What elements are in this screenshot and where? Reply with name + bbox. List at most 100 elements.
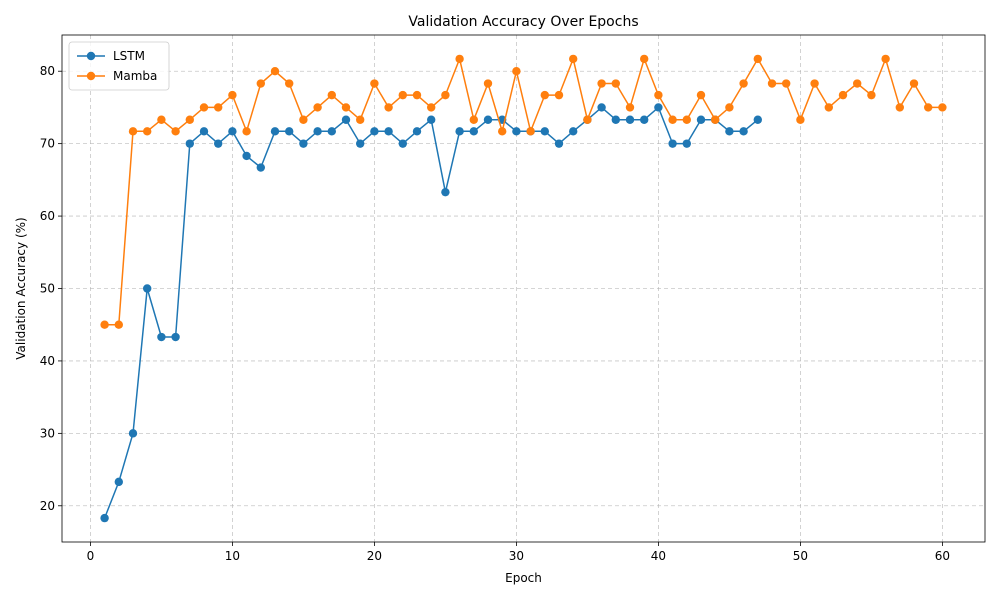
data-point-lstm xyxy=(171,332,180,342)
data-point-mamba xyxy=(526,127,535,136)
data-point-mamba xyxy=(384,103,393,112)
data-point-lstm xyxy=(625,115,635,124)
y-tick-label: 60 xyxy=(40,209,55,223)
data-point-mamba xyxy=(881,54,890,64)
data-point-mamba xyxy=(356,115,365,124)
data-point-lstm xyxy=(242,151,251,161)
data-point-lstm xyxy=(753,115,762,124)
grid xyxy=(62,35,985,542)
series-line-mamba xyxy=(104,58,943,326)
data-point-lstm xyxy=(270,127,280,136)
x-tick-label: 10 xyxy=(225,549,240,563)
data-point-mamba xyxy=(725,103,734,112)
data-point-lstm xyxy=(114,477,124,487)
data-point-lstm xyxy=(185,139,194,148)
data-point-mamba xyxy=(895,103,904,112)
data-point-mamba xyxy=(824,103,833,112)
data-point-mamba xyxy=(114,320,124,329)
y-tick-label: 70 xyxy=(40,137,55,151)
series-layer xyxy=(100,54,947,523)
data-point-lstm xyxy=(682,139,691,148)
data-point-mamba xyxy=(668,115,677,124)
data-point-lstm xyxy=(412,127,422,136)
chart-title: Validation Accuracy Over Epochs xyxy=(408,14,638,30)
data-point-mamba xyxy=(938,103,947,112)
data-point-mamba xyxy=(171,127,180,136)
data-point-lstm xyxy=(299,139,308,148)
data-point-mamba xyxy=(696,90,706,100)
legend-label-mamba: Mamba xyxy=(113,69,157,83)
data-point-mamba xyxy=(285,79,294,88)
data-point-lstm xyxy=(128,429,138,438)
x-tick-label: 30 xyxy=(509,549,524,563)
data-point-lstm xyxy=(256,163,265,172)
data-point-lstm xyxy=(483,115,493,124)
data-point-lstm xyxy=(597,103,606,112)
data-point-mamba xyxy=(242,127,251,136)
x-tick-label: 0 xyxy=(87,549,95,563)
data-point-mamba xyxy=(512,67,521,76)
data-point-mamba xyxy=(611,79,620,88)
data-point-lstm xyxy=(157,332,166,342)
data-point-mamba xyxy=(157,115,166,124)
data-point-mamba xyxy=(583,115,592,124)
data-point-mamba xyxy=(540,90,549,100)
data-point-lstm xyxy=(228,127,237,136)
data-point-lstm xyxy=(569,127,578,136)
data-point-lstm xyxy=(469,127,478,136)
data-point-lstm xyxy=(512,127,521,136)
data-point-mamba xyxy=(441,90,450,100)
data-point-mamba xyxy=(753,54,762,64)
y-tick-label: 20 xyxy=(40,499,55,513)
data-point-lstm xyxy=(356,139,365,148)
data-point-mamba xyxy=(299,115,308,124)
data-point-lstm xyxy=(455,127,464,136)
data-point-mamba xyxy=(327,90,336,100)
data-point-mamba xyxy=(853,79,862,88)
data-point-mamba xyxy=(398,90,407,100)
data-point-mamba xyxy=(228,90,237,100)
data-point-mamba xyxy=(796,115,805,124)
data-point-mamba xyxy=(128,127,138,136)
y-tick-label: 80 xyxy=(40,64,55,78)
data-point-mamba xyxy=(554,90,564,100)
data-point-lstm xyxy=(611,115,620,124)
legend-marker-lstm xyxy=(86,51,96,61)
data-point-mamba xyxy=(739,79,748,88)
data-point-mamba xyxy=(838,90,848,100)
data-point-mamba xyxy=(867,90,876,100)
data-point-mamba xyxy=(483,79,493,88)
data-point-mamba xyxy=(597,79,606,88)
data-point-mamba xyxy=(767,79,777,88)
x-tick-label: 20 xyxy=(367,549,382,563)
legend: LSTM Mamba xyxy=(68,41,170,91)
x-tick-label: 50 xyxy=(793,549,808,563)
data-point-mamba xyxy=(256,79,265,88)
data-point-mamba xyxy=(100,320,109,329)
data-point-lstm xyxy=(441,187,450,197)
data-point-mamba xyxy=(682,115,691,124)
data-point-mamba xyxy=(313,103,322,112)
data-point-lstm xyxy=(285,127,294,136)
data-point-mamba xyxy=(625,103,635,112)
data-point-mamba xyxy=(654,90,663,100)
y-tick-label: 40 xyxy=(40,354,55,368)
x-tick-label: 60 xyxy=(935,549,950,563)
x-tick-label: 40 xyxy=(651,549,666,563)
data-point-lstm xyxy=(327,127,336,136)
data-point-lstm xyxy=(640,115,649,124)
data-point-mamba xyxy=(640,54,649,64)
data-point-lstm xyxy=(100,513,109,523)
y-tick-label: 30 xyxy=(40,426,55,440)
data-point-lstm xyxy=(540,127,549,136)
data-point-mamba xyxy=(370,79,379,88)
data-point-lstm xyxy=(427,115,436,124)
data-point-lstm xyxy=(143,284,152,293)
legend-marker-mamba xyxy=(86,71,96,81)
data-point-mamba xyxy=(455,54,464,64)
data-point-lstm xyxy=(739,127,748,136)
data-point-mamba xyxy=(469,115,478,124)
y-axis-label: Validation Accuracy (%) xyxy=(14,217,28,359)
